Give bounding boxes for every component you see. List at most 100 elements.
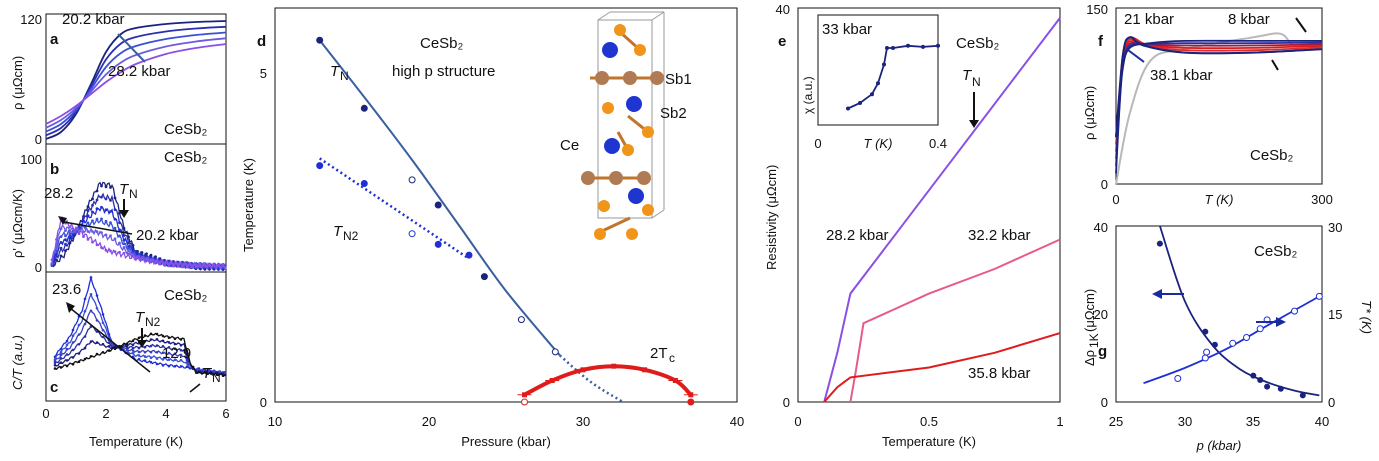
panel-c-tn-arrow xyxy=(189,383,201,393)
panel-b-data-point xyxy=(59,241,63,244)
panel-e: e CeSb₂ T N 28.2 kbar 32.2 kbar 35.8 kba… xyxy=(764,2,1064,449)
panel-c-data-point xyxy=(173,358,177,362)
inset-data-point xyxy=(891,46,895,50)
tc-data-point xyxy=(688,392,694,398)
panel-g-xlabel: p (kbar) xyxy=(1196,438,1242,453)
panel-c-series-line xyxy=(54,292,227,375)
panel-d-title-1: CeSb₂ xyxy=(420,35,464,52)
panel-b-data-point xyxy=(127,249,130,253)
inset-curve xyxy=(846,43,940,111)
panel-c-data-point xyxy=(197,370,201,374)
panel-g-xtick-0: 25 xyxy=(1109,414,1123,429)
panel-d-tn-label: T xyxy=(330,63,341,80)
panel-b-material: CeSb₂ xyxy=(164,149,208,166)
inset-ylabel: χ (a.u.) xyxy=(801,76,815,114)
panel-b-data-point xyxy=(113,208,117,212)
panel-c-data-point xyxy=(179,344,183,347)
panel-b-data-point xyxy=(113,250,117,254)
panel-b-data-point xyxy=(118,211,121,215)
struct-label-ce: Ce xyxy=(560,137,579,154)
panel-b-data-point xyxy=(100,217,103,221)
sb1-atom xyxy=(581,171,595,185)
panel-c-tn2-arrowhead xyxy=(137,340,147,348)
panel-e-curve3-label: 35.8 kbar xyxy=(968,365,1031,382)
panel-c-data-point xyxy=(173,342,177,346)
panel-c-data-point xyxy=(65,353,69,356)
panel-b-data-point xyxy=(64,238,67,242)
panel-b-data-point xyxy=(64,234,67,238)
panel-c-data-point xyxy=(161,345,165,348)
panel-b-data-point xyxy=(167,263,171,267)
panel-c-data-point xyxy=(179,365,183,368)
panel-c-data-point xyxy=(167,346,171,349)
panel-c-xtick-3: 6 xyxy=(222,406,229,421)
panel-g-ytick-right-0: 0 xyxy=(1328,395,1335,410)
panel-b-data-point xyxy=(149,253,153,257)
panel-e-tn-sub: N xyxy=(972,75,981,89)
panel-e-ylabel: Resistivity (μΩcm) xyxy=(764,165,779,270)
panel-b-data-point xyxy=(109,221,112,225)
panel-f-ann-21: 21 kbar xyxy=(1124,11,1174,28)
crystal-structure: Sb1 Sb2 Ce xyxy=(560,11,692,240)
tstar-data-point xyxy=(1203,348,1211,356)
panel-b-ann-right: 20.2 kbar xyxy=(136,227,199,244)
panel-b-data-point xyxy=(199,265,202,269)
panel-e-material: CeSb₂ xyxy=(956,35,1000,52)
panel-b-data-point xyxy=(113,217,117,221)
panel-b-data-point xyxy=(104,233,108,237)
panel-c-data-point xyxy=(83,346,87,350)
sb2-atom xyxy=(598,200,610,212)
panel-c-data-point xyxy=(203,371,207,374)
panel-c-data-point xyxy=(143,345,147,349)
panel-c-data-point xyxy=(173,365,177,368)
panel-b-arrowhead xyxy=(58,216,67,225)
panel-g-xtick-2: 35 xyxy=(1246,414,1260,429)
panel-b-data-point xyxy=(104,185,108,189)
panel-b-data-point xyxy=(154,259,157,263)
panel-b-data-point xyxy=(118,228,121,232)
unit-cell-edge xyxy=(597,11,611,21)
panel-g-xtick-1: 30 xyxy=(1178,414,1192,429)
panel-c-data-point xyxy=(149,350,153,354)
panel-b-data-point xyxy=(59,254,63,258)
panel-b-data-point xyxy=(190,265,193,269)
panel-g-ylabel-left-unit: (μΩcm) xyxy=(1082,289,1097,332)
panel-c-ann-tn2: T xyxy=(135,309,146,326)
panel-c-data-point xyxy=(221,374,225,378)
panel-b-data-point xyxy=(145,257,148,260)
panel-b-data-point xyxy=(100,205,103,209)
panel-g-ylabel-left-sub: 1K xyxy=(1087,333,1101,348)
panel-b-data-point xyxy=(95,198,99,202)
struct-label-sb2: Sb2 xyxy=(660,105,687,122)
panel-c-data-point xyxy=(77,360,81,364)
tn-data-point xyxy=(360,104,368,112)
panel-f-ylabel: ρ (μΩcm) xyxy=(1082,86,1097,140)
panel-c-data-point xyxy=(161,364,165,367)
panel-d-label: d xyxy=(257,33,266,50)
tn-data-point xyxy=(480,273,488,281)
panel-c-xlabel: Temperature (K) xyxy=(89,434,183,449)
panel-b-data-point xyxy=(91,203,94,207)
panel-c-data-point xyxy=(71,356,75,359)
panel-c-data-point xyxy=(137,336,141,340)
panel-f-arrow-381 xyxy=(1127,49,1145,63)
panel-c-label: c xyxy=(50,379,58,396)
panel-c-data-point xyxy=(65,359,69,362)
panel-c-xtick-1: 2 xyxy=(102,406,109,421)
panel-c-data-point xyxy=(167,341,171,344)
panel-g-ylabel-right: T* (K) xyxy=(1359,300,1374,334)
panel-d-marks xyxy=(316,36,698,406)
panel-c-data-point xyxy=(101,335,105,339)
panel-g-label: g xyxy=(1098,343,1107,360)
panel-b-data-point xyxy=(100,195,103,199)
inset-xtick-0: 0 xyxy=(814,136,821,151)
panel-c-data-point xyxy=(65,347,69,351)
panel-f-ann-8: 8 kbar xyxy=(1228,11,1270,28)
panel-b-data-point xyxy=(122,246,126,249)
tn-fit-line xyxy=(318,39,561,357)
panel-b-data-point xyxy=(181,265,184,269)
panel-g-ytick-left-2: 40 xyxy=(1094,220,1108,235)
tstar-data-point xyxy=(1256,325,1264,333)
panel-f-ytick-0: 0 xyxy=(1101,177,1108,192)
sb2-atom xyxy=(642,126,654,138)
